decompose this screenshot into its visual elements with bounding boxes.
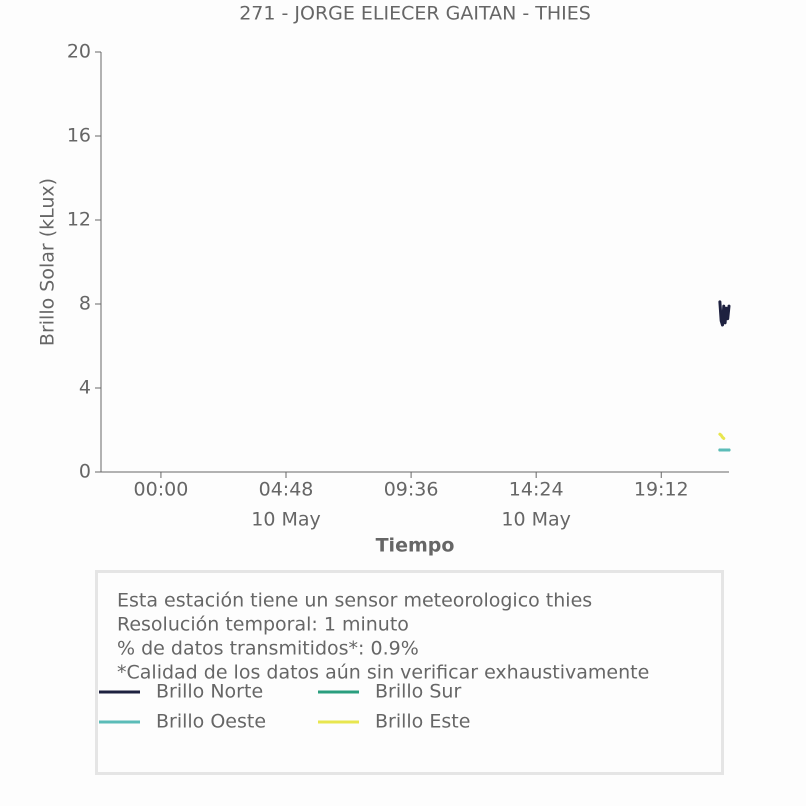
y-tick-label: 8 bbox=[79, 293, 91, 315]
info-box bbox=[95, 570, 724, 775]
y-tick-label: 20 bbox=[67, 41, 91, 63]
x-tick-label: 14:24 bbox=[509, 479, 564, 501]
chart-title: 271 - JORGE ELIECER GAITAN - THIES bbox=[239, 3, 591, 25]
x-tick-label: 19:12 bbox=[634, 479, 689, 501]
x-tick-label: 00:00 bbox=[134, 479, 189, 501]
x-tick-date: 10 May bbox=[501, 509, 571, 531]
y-axis-label: Brillo Solar (kLux) bbox=[37, 178, 59, 346]
y-tick-label: 12 bbox=[67, 209, 91, 231]
info-text: Esta estación tiene un sensor meteorolog… bbox=[117, 590, 592, 612]
x-tick-label: 09:36 bbox=[384, 479, 439, 501]
series-line bbox=[718, 432, 726, 440]
info-text: Resolución temporal: 1 minuto bbox=[117, 614, 409, 636]
series-line bbox=[718, 300, 731, 327]
legend-label: Brillo Este bbox=[375, 711, 470, 733]
info-text: *Calidad de los datos aún sin verificar … bbox=[117, 662, 649, 684]
y-tick-label: 16 bbox=[67, 125, 91, 147]
legend-label: Brillo Norte bbox=[156, 681, 263, 703]
x-tick-label: 04:48 bbox=[259, 479, 314, 501]
y-tick-label: 4 bbox=[79, 377, 91, 399]
y-tick-label: 0 bbox=[79, 461, 91, 483]
legend-label: Brillo Oeste bbox=[156, 711, 266, 733]
x-axis-label: Tiempo bbox=[376, 535, 455, 557]
legend-label: Brillo Sur bbox=[375, 681, 461, 703]
info-text: % de datos transmitidos*: 0.9% bbox=[117, 638, 419, 660]
x-tick-date: 10 May bbox=[251, 509, 321, 531]
